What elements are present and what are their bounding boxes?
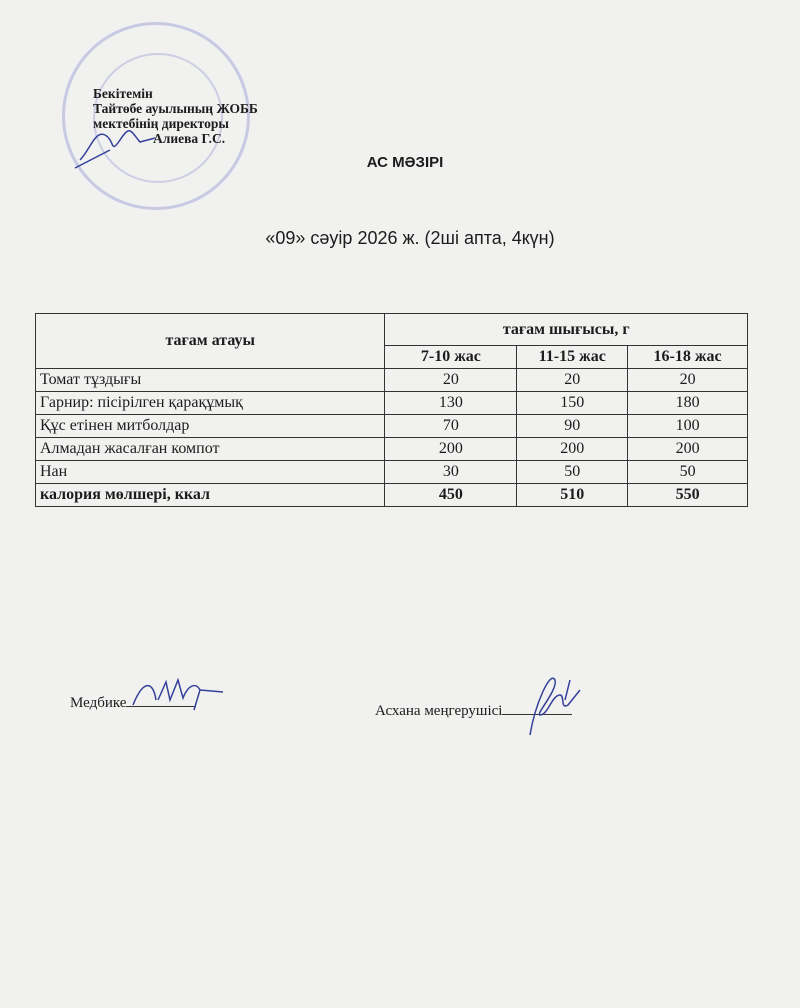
table-row: Алмадан жасалған компот 200 200 200 xyxy=(34,437,748,461)
header-output: тағам шығысы, г xyxy=(384,313,748,346)
value: 20 xyxy=(516,368,629,392)
dish-name: Құс етінен митболдар xyxy=(34,414,386,438)
value: 20 xyxy=(384,368,518,392)
director-signature xyxy=(74,130,156,169)
value: 200 xyxy=(516,437,629,461)
dish-name: Гарнир: пісірілген қарақұмық xyxy=(34,391,386,415)
header-dish-name: тағам атауы xyxy=(34,313,386,369)
approval-line: мектебінің директоры xyxy=(93,116,229,131)
approval-line: Бекітемін xyxy=(93,86,153,101)
dish-name: Нан xyxy=(34,460,386,484)
value: 130 xyxy=(384,391,518,415)
table-row: Томат тұздығы 20 20 20 xyxy=(34,368,748,392)
header-age: 7-10 жас xyxy=(384,345,518,369)
approval-line: Алиева Г.С. xyxy=(153,131,226,146)
value: 20 xyxy=(627,368,748,392)
canteen-label: Асхана меңгерушісі xyxy=(375,703,503,719)
nurse-signature xyxy=(132,677,224,711)
header-age: 11-15 жас xyxy=(516,345,629,369)
canteen-signature-line: Асхана меңгерушісі xyxy=(375,700,573,720)
total-value: 450 xyxy=(384,483,518,507)
table-row: Құс етінен митболдар 70 90 100 xyxy=(34,414,748,438)
value: 200 xyxy=(384,437,518,461)
header-age: 16-18 жас xyxy=(627,345,748,369)
table-row: Гарнир: пісірілген қарақұмық 130 150 180 xyxy=(34,391,748,415)
value: 50 xyxy=(627,460,748,484)
date-line: «09» сәуір 2026 ж. (2ші апта, 4күн) xyxy=(265,228,555,248)
value: 200 xyxy=(627,437,748,461)
table-row: Нан 30 50 50 xyxy=(34,460,748,484)
school-stamp xyxy=(62,22,250,210)
value: 100 xyxy=(627,414,748,438)
dish-name: Алмадан жасалған компот xyxy=(34,437,386,461)
nurse-signature-line: Медбике xyxy=(70,692,197,712)
approval-block: Бекітемін Тайтөбе ауылының ЖОББ мектебін… xyxy=(93,86,258,146)
value: 50 xyxy=(516,460,629,484)
value: 180 xyxy=(627,391,748,415)
total-label: калория мөлшері, ккал xyxy=(34,483,386,507)
canteen-signature xyxy=(529,677,581,736)
value: 30 xyxy=(384,460,518,484)
value: 150 xyxy=(516,391,629,415)
total-value: 510 xyxy=(516,483,629,507)
total-row: калория мөлшері, ккал 450 510 550 xyxy=(34,483,748,507)
value: 90 xyxy=(516,414,629,438)
total-value: 550 xyxy=(627,483,748,507)
value: 70 xyxy=(384,414,518,438)
approval-line: Тайтөбе ауылының ЖОББ xyxy=(93,101,258,116)
page-title: АС МӘЗІРІ xyxy=(366,154,444,171)
dish-name: Томат тұздығы xyxy=(34,368,386,392)
menu-table: тағам атауы тағам шығысы, г 7-10 жас 11-… xyxy=(34,313,748,507)
nurse-label: Медбике xyxy=(70,695,127,711)
